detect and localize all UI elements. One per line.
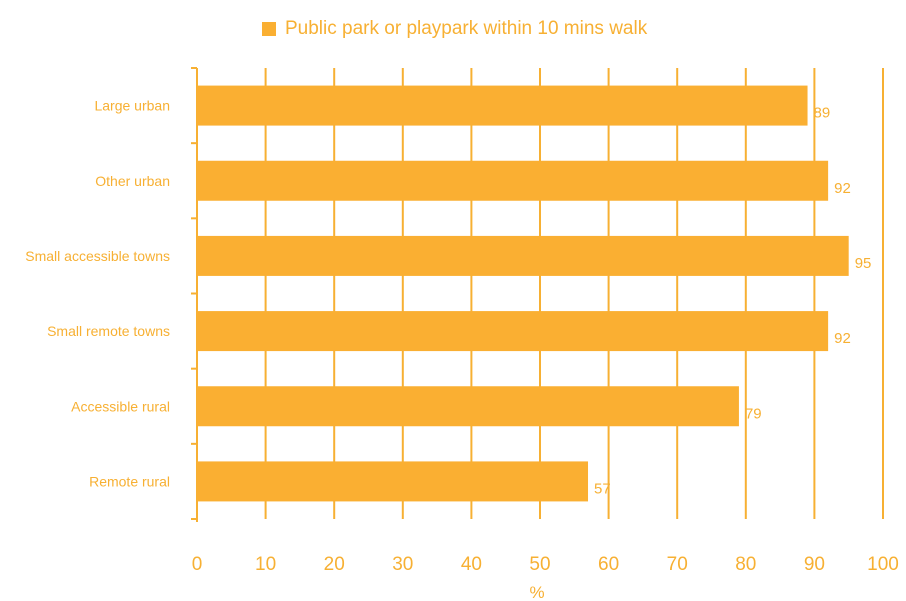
gridlines [264, 68, 884, 519]
x-tick-label: 50 [529, 554, 550, 575]
bar [197, 85, 808, 126]
x-tick-label: 100 [867, 554, 899, 575]
legend-swatch [262, 22, 276, 36]
category-label: Small remote towns [47, 323, 170, 339]
x-tick-label: 90 [804, 554, 825, 575]
data-label: 92 [834, 330, 851, 347]
data-label: 57 [594, 480, 611, 497]
legend-label: Public park or playpark within 10 mins w… [285, 18, 648, 39]
x-tick-label: 10 [255, 554, 276, 575]
x-tick-label: 20 [324, 554, 345, 575]
y-axis [191, 67, 198, 522]
data-label: 89 [814, 105, 831, 122]
data-label: 95 [855, 255, 872, 272]
bar [197, 160, 829, 201]
x-tick-label: 60 [598, 554, 619, 575]
category-label: Remote rural [89, 473, 170, 489]
bars [197, 85, 849, 502]
category-label: Accessible rural [71, 398, 170, 414]
x-tick-label: 70 [667, 554, 688, 575]
legend: Public park or playpark within 10 mins w… [262, 14, 647, 44]
category-label: Large urban [94, 98, 170, 114]
x-tick-label: 40 [461, 554, 482, 575]
x-tick-label: 30 [392, 554, 413, 575]
x-tick-label: 80 [735, 554, 756, 575]
bar [197, 461, 589, 502]
category-label: Other urban [95, 173, 170, 189]
data-label: 92 [834, 180, 851, 197]
labels: 0 10 20 30 40 50 60 70 80 90 100 Large urban 89 Other… [25, 98, 899, 575]
category-label: Small accessible towns [25, 248, 170, 264]
data-label: 79 [745, 405, 762, 422]
bar [197, 386, 739, 427]
x-axis-title: % [529, 583, 544, 601]
bar [197, 311, 829, 352]
bar [197, 235, 849, 276]
x-tick-label: 0 [192, 554, 203, 575]
